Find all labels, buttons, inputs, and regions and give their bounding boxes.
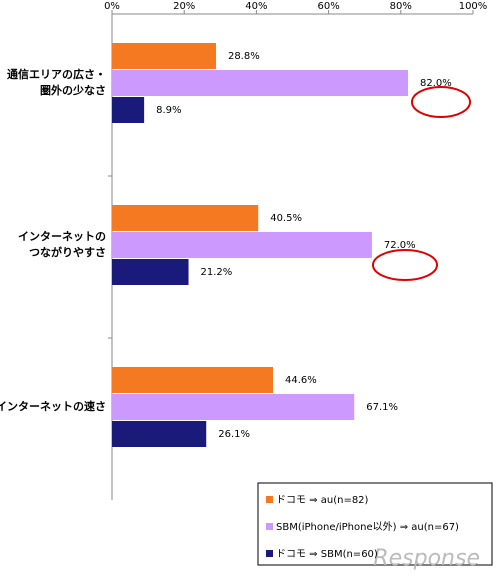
data-label: 72.0%	[384, 240, 416, 251]
data-label: 21.2%	[201, 267, 233, 278]
x-tick-label: 80%	[390, 1, 412, 12]
y-tick-label: 通信エリアの広さ・圏外の少なさ	[7, 67, 106, 97]
legend-label: ドコモ ⇒ SBM(n=60)	[276, 549, 378, 560]
bar	[112, 421, 207, 447]
legend-box	[257, 482, 493, 566]
highlight-ellipse	[372, 249, 438, 281]
legend-swatch	[266, 550, 273, 557]
x-tick-label: 100%	[459, 1, 488, 12]
data-label: 40.5%	[270, 213, 302, 224]
bar	[112, 97, 145, 123]
legend-label: ドコモ ⇒ au(n=82)	[276, 495, 369, 506]
bar	[112, 394, 355, 420]
bar	[112, 205, 259, 231]
x-tick-label: 40%	[245, 1, 267, 12]
data-label: 44.6%	[285, 375, 317, 386]
y-tick-label: インターネットのつながりやすさ	[18, 230, 106, 259]
bar	[112, 70, 409, 96]
watermark: Response	[373, 546, 480, 571]
x-tick-label: 0%	[104, 1, 120, 12]
data-label: 8.9%	[156, 105, 181, 116]
legend-swatch	[266, 523, 273, 530]
highlight-ellipse	[411, 86, 471, 118]
data-label: 82.0%	[420, 78, 452, 89]
data-label: 28.8%	[228, 51, 260, 62]
data-label: 26.1%	[218, 429, 250, 440]
bar	[112, 259, 189, 285]
bar	[112, 367, 274, 393]
data-label: 67.1%	[366, 402, 398, 413]
x-tick-label: 20%	[173, 1, 195, 12]
legend-label: SBM(iPhone/iPhone以外) ⇒ au(n=67)	[276, 521, 459, 533]
bar	[112, 43, 216, 69]
legend-swatch	[266, 496, 273, 503]
y-tick-label: インターネットの速さ	[0, 399, 106, 413]
bar	[112, 232, 372, 258]
x-tick-label: 60%	[317, 1, 339, 12]
